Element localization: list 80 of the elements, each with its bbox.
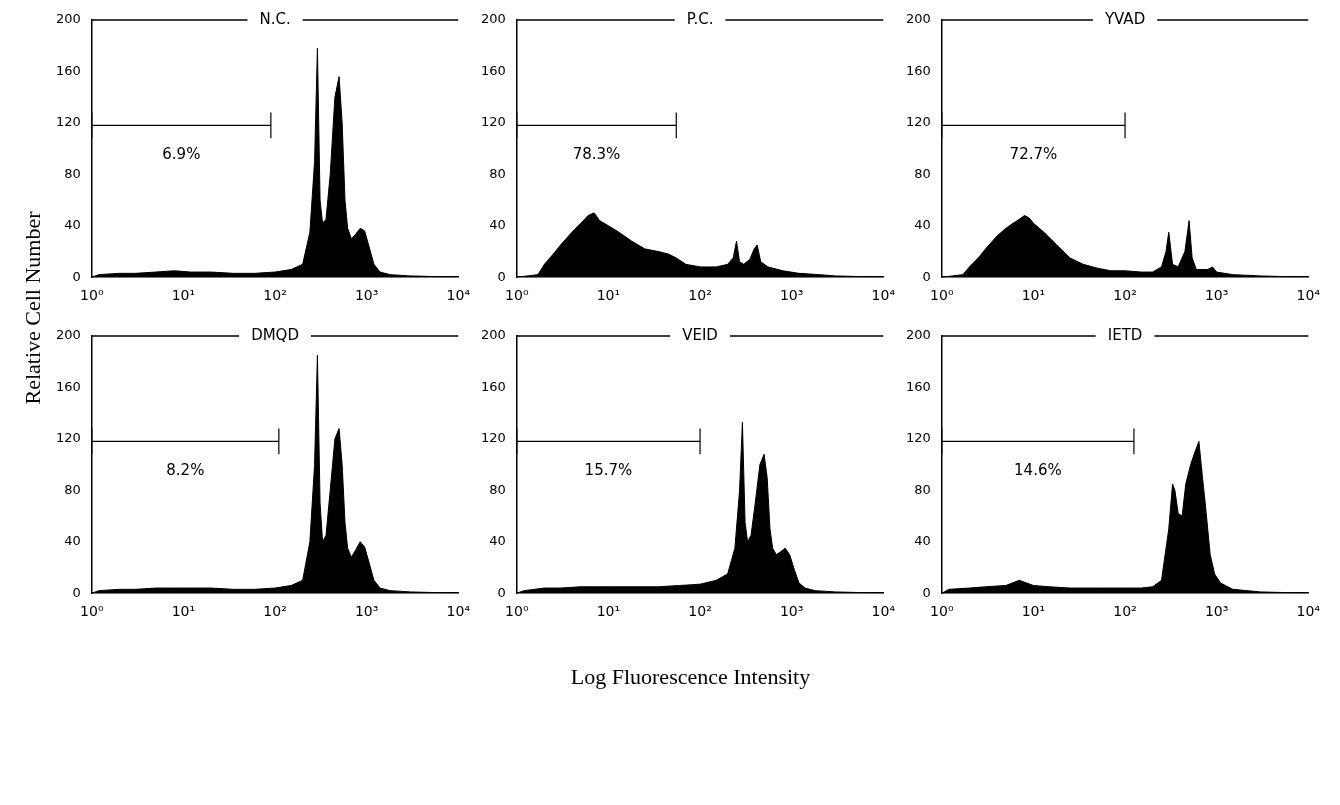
chart-title: P.C. (686, 9, 714, 28)
x-axis-title: Log Fluorescence Intensity (569, 664, 812, 690)
chart-title: N.C. (259, 9, 291, 28)
y-tick-label: 160 (905, 62, 931, 78)
y-tick-label: 120 (480, 430, 506, 446)
x-tick-label: 10² (688, 287, 712, 304)
y-tick-label: 80 (489, 481, 506, 497)
annotation: 78.3% (572, 145, 621, 164)
y-tick-label: 160 (905, 378, 931, 394)
y-tick-label: 200 (480, 11, 506, 27)
chart-title: DMQD (251, 325, 299, 344)
chart-title: YVAD (1103, 9, 1146, 28)
y-tick-label: 80 (64, 481, 81, 497)
annotation: 6.9% (162, 145, 201, 164)
x-tick-label: 10⁴ (871, 287, 896, 304)
chart-title: VEID (682, 325, 718, 344)
annotation: 14.6% (1014, 461, 1062, 480)
x-tick-label: 10⁴ (446, 287, 471, 304)
x-tick-label: 10³ (1204, 287, 1229, 304)
x-tick-label: 10³ (354, 603, 379, 620)
y-tick-label: 40 (489, 533, 506, 549)
x-tick-label: 10⁰ (505, 603, 529, 620)
y-tick-label: 200 (55, 11, 81, 27)
y-tick-label: 160 (55, 62, 81, 78)
y-tick-label: 0 (922, 268, 931, 284)
y-tick-label: 40 (64, 533, 81, 549)
y-tick-label: 0 (72, 268, 81, 284)
x-tick-label: 10² (263, 287, 287, 304)
y-tick-label: 80 (914, 165, 931, 181)
x-tick-label: 10³ (779, 603, 804, 620)
y-tick-label: 0 (72, 584, 81, 600)
x-tick-label: 10⁰ (930, 287, 954, 304)
x-tick-label: 10⁰ (505, 287, 529, 304)
x-tick-label: 10⁴ (1296, 287, 1321, 304)
chart-title: IETD (1107, 325, 1143, 344)
x-tick-label: 10² (1113, 603, 1137, 620)
x-tick-label: 10⁰ (80, 287, 104, 304)
y-tick-label: 40 (489, 217, 506, 233)
x-tick-label: 10⁴ (1296, 603, 1321, 620)
x-tick-label: 10² (263, 603, 287, 620)
x-tick-label: 10⁴ (446, 603, 471, 620)
y-tick-label: 0 (922, 584, 931, 600)
y-tick-label: 160 (480, 62, 506, 78)
x-tick-label: 10² (688, 603, 712, 620)
y-tick-label: 80 (64, 165, 81, 181)
y-tick-label: 120 (55, 430, 81, 446)
y-tick-label: 120 (55, 114, 81, 130)
y-tick-label: 80 (914, 481, 931, 497)
y-tick-label: 0 (497, 584, 506, 600)
y-axis-title: Relative Cell Number (20, 211, 46, 405)
y-tick-label: 40 (914, 217, 931, 233)
annotation: 8.2% (166, 461, 205, 480)
y-tick-label: 200 (905, 11, 931, 27)
y-tick-label: 0 (497, 268, 506, 284)
x-tick-label: 10³ (354, 287, 379, 304)
y-tick-label: 40 (914, 533, 931, 549)
annotation: 15.7% (584, 461, 633, 480)
x-tick-label: 10³ (779, 287, 804, 304)
x-tick-label: 10⁰ (930, 603, 954, 620)
y-tick-label: 120 (480, 114, 506, 130)
x-tick-label: 10⁰ (80, 603, 104, 620)
y-tick-label: 200 (905, 327, 931, 343)
x-tick-label: 10¹ (596, 603, 621, 620)
annotation: 72.7% (1009, 145, 1058, 164)
x-tick-label: 10¹ (596, 287, 621, 304)
x-tick-label: 10³ (1204, 603, 1229, 620)
x-tick-label: 10¹ (171, 603, 196, 620)
y-tick-label: 160 (480, 378, 506, 394)
x-tick-label: 10¹ (171, 287, 196, 304)
y-tick-label: 80 (489, 165, 506, 181)
x-tick-label: 10¹ (1021, 287, 1046, 304)
y-tick-label: 200 (55, 327, 81, 343)
x-tick-label: 10⁴ (871, 603, 896, 620)
y-tick-label: 200 (480, 327, 506, 343)
x-tick-label: 10² (1113, 287, 1137, 304)
x-tick-label: 10¹ (1021, 603, 1046, 620)
y-tick-label: 120 (905, 114, 931, 130)
y-tick-label: 160 (55, 378, 81, 394)
y-tick-label: 120 (905, 430, 931, 446)
y-tick-label: 40 (64, 217, 81, 233)
